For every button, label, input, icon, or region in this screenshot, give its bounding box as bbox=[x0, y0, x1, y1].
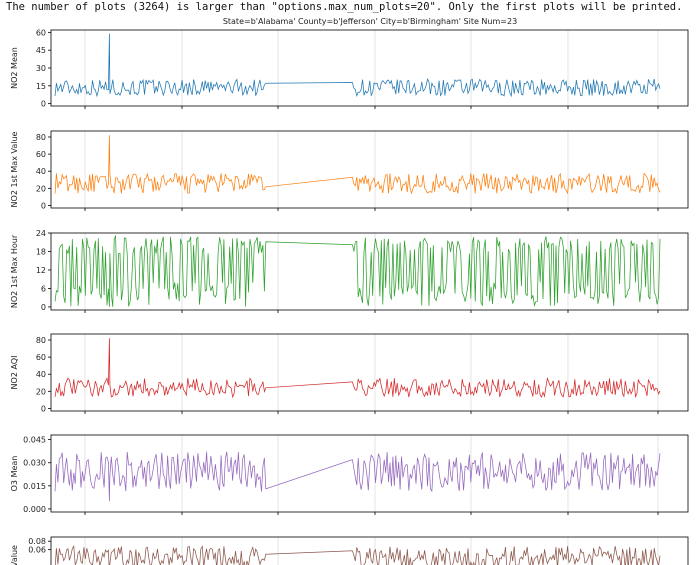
y-tick-label: 40 bbox=[36, 167, 46, 176]
chart-title: State=b'Alabama' County=b'Jefferson' Cit… bbox=[223, 17, 517, 26]
y-tick-label: 0 bbox=[41, 404, 46, 413]
y-tick-label: 20 bbox=[36, 387, 46, 396]
axes-frame-5 bbox=[50, 434, 689, 513]
series-line-1 bbox=[54, 33, 661, 98]
series-line-6 bbox=[54, 544, 661, 565]
series-line-3 bbox=[54, 234, 661, 307]
y-axis-label: NO2 AQI bbox=[10, 356, 19, 390]
axes-frame-2 bbox=[50, 130, 689, 209]
series-line-2 bbox=[54, 135, 661, 195]
y-tick-label: 18 bbox=[36, 247, 46, 256]
y-tick-label: 0.015 bbox=[23, 482, 46, 491]
axes-frame-3 bbox=[50, 232, 689, 311]
y-tick-label: 0.000 bbox=[23, 505, 46, 514]
y-axis-label: NO2 1st Max Hour bbox=[10, 234, 19, 308]
y-tick-label: 0 bbox=[41, 303, 46, 312]
y-tick-label: 60 bbox=[36, 353, 46, 362]
series-line-4 bbox=[54, 338, 661, 399]
y-axis-label: NO2 Mean bbox=[10, 47, 19, 89]
y-tick-label: 0.08 bbox=[28, 537, 46, 546]
y-tick-label: 80 bbox=[36, 133, 46, 142]
y-tick-label: 30 bbox=[36, 64, 46, 73]
y-tick-label: 24 bbox=[36, 229, 46, 238]
y-tick-label: 20 bbox=[36, 184, 46, 193]
y-tick-label: 0 bbox=[41, 201, 46, 210]
axes-frame-4 bbox=[50, 333, 689, 412]
y-tick-label: 12 bbox=[36, 266, 46, 275]
y-axis-label: Value bbox=[10, 545, 19, 565]
y-axis-label: O3 Mean bbox=[10, 456, 19, 492]
y-tick-label: 0.06 bbox=[28, 546, 46, 555]
y-tick-label: 0.030 bbox=[23, 459, 46, 468]
y-tick-label: 6 bbox=[41, 284, 46, 293]
y-tick-label: 60 bbox=[36, 150, 46, 159]
max-plots-notice: The number of plots (3264) is larger tha… bbox=[6, 1, 683, 13]
y-tick-label: 0 bbox=[41, 100, 46, 109]
series-line-5 bbox=[54, 451, 661, 502]
y-tick-label: 15 bbox=[36, 82, 46, 91]
y-tick-label: 45 bbox=[36, 46, 46, 55]
y-axis-label: NO2 1st Max Value bbox=[10, 131, 19, 207]
y-tick-label: 80 bbox=[36, 336, 46, 345]
y-tick-label: 60 bbox=[36, 28, 46, 37]
y-tick-label: 40 bbox=[36, 370, 46, 379]
axes-frame-6 bbox=[50, 536, 689, 565]
y-tick-label: 0.045 bbox=[23, 436, 46, 445]
